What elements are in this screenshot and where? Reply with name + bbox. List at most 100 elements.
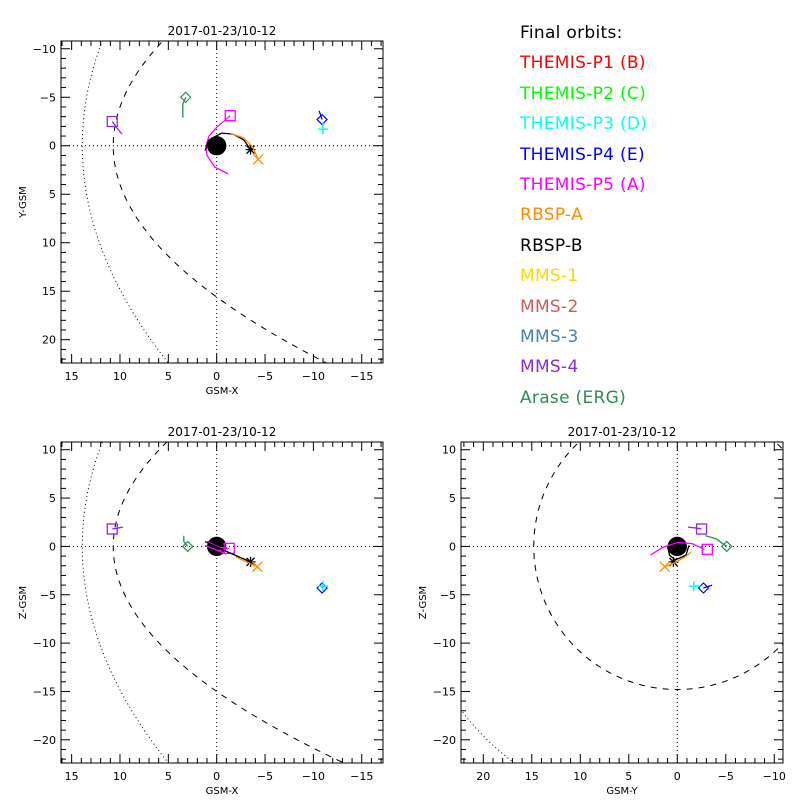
orbit-trail <box>111 121 123 135</box>
plot-area <box>461 442 783 763</box>
legend-item: RBSP-A <box>520 205 584 226</box>
x-axis-label: GSM-X <box>206 386 239 397</box>
legend: Final orbits: THEMIS-P1 (B) THEMIS-P2 (C)… <box>520 18 647 413</box>
x-tick-label: 5 <box>165 770 172 783</box>
orbit-trail <box>664 551 692 568</box>
x-tick-label: 15 <box>65 770 79 783</box>
x-tick-label: 0 <box>674 770 681 783</box>
y-tick-label: 20 <box>42 334 56 347</box>
x-tick-label: −15 <box>350 770 373 783</box>
x-marker <box>251 561 263 573</box>
orbit-trail <box>230 132 259 160</box>
orbit-trail <box>649 541 705 556</box>
magnetopause-curve <box>112 442 346 763</box>
x-tick-label: −5 <box>257 370 273 383</box>
x-tick-label: 0 <box>213 770 220 783</box>
spacecraft-arase-erg- <box>179 91 192 118</box>
plot-area <box>61 41 383 363</box>
x-tick-label: −5 <box>257 770 273 783</box>
square-marker <box>695 523 708 535</box>
diamond-marker <box>316 113 328 126</box>
y-tick-label: 0 <box>49 140 56 153</box>
spacecraft-mms <box>106 523 124 535</box>
spacecraft-rbsp-a <box>230 132 264 165</box>
diamond-marker <box>720 540 733 553</box>
y-tick-label: 0 <box>49 540 56 553</box>
plot-xz: 15 10 5 0 −5 −10 −15 10 5 0 −5 −10 −15 −20 2017-01-23/… <box>18 425 384 797</box>
legend-item: THEMIS-P2 (C) <box>520 83 647 104</box>
plot-title: 2017-01-23/10-12 <box>568 425 677 439</box>
x-tick-label: −10 <box>302 770 325 783</box>
x-tick-label: 15 <box>65 370 79 383</box>
spacecraft-arase-erg- <box>181 535 194 553</box>
spacecraft-rbsp-a <box>235 556 263 573</box>
x-tick-label: −5 <box>718 770 734 783</box>
y-tick-label: 5 <box>449 492 456 505</box>
orbit-trail <box>318 110 323 120</box>
earth-disk <box>207 136 227 156</box>
y-axis-label: Y-GSM <box>18 186 29 219</box>
y-tick-label: −15 <box>433 685 456 698</box>
y-tick-label: −15 <box>33 685 56 698</box>
legend-item: MMS-2 <box>520 296 579 317</box>
spacecraft-themis-p5-a- <box>649 541 713 556</box>
asterisk-marker <box>668 556 679 567</box>
legend-title: Final orbits: <box>520 23 623 43</box>
x-tick-label: 10 <box>113 370 127 383</box>
x-marker <box>252 153 264 165</box>
y-tick-label: 5 <box>49 492 56 505</box>
y-axis-label: Z-GSM <box>418 586 429 619</box>
asterisk-marker <box>245 144 256 155</box>
square-marker <box>223 542 235 555</box>
y-tick-label: −5 <box>40 91 56 104</box>
spacecraft-themis-p3-d- <box>688 581 701 592</box>
diamond-marker <box>181 540 194 553</box>
plot-title: 2017-01-23/10-12 <box>168 425 277 439</box>
orbit-trail <box>235 556 258 568</box>
orbit-trail <box>112 526 124 530</box>
y-tick-label: −10 <box>33 637 56 650</box>
orbit-trail <box>182 96 187 118</box>
square-marker <box>106 523 118 535</box>
plot-xy: 15 10 5 0 −5 −10 −15 −10 −5 0 5 10 15 20 2017-01-23/10… <box>18 24 384 397</box>
x-tick-label: 5 <box>625 770 632 783</box>
spacecraft-themis-p3-d- <box>318 581 329 592</box>
spacecraft-rbsp-b <box>204 540 256 567</box>
y-tick-label: −10 <box>433 637 456 650</box>
legend-item: RBSP-B <box>520 235 583 256</box>
x-tick-label: 15 <box>525 770 539 783</box>
plus-marker <box>318 124 329 135</box>
legend-item: MMS-4 <box>520 357 579 378</box>
diamond-marker <box>179 91 192 104</box>
legend-item: THEMIS-P1 (B) <box>520 53 646 74</box>
plot-yz: 20 15 10 5 0 −5 −10 10 5 0 −5 −10 −15 −20 2017-01-23/1… <box>418 425 786 797</box>
legend-item: MMS-1 <box>520 266 579 287</box>
x-tick-label: 10 <box>113 770 127 783</box>
legend-item: MMS-3 <box>520 327 579 348</box>
plus-marker <box>688 581 699 592</box>
orbit-trail <box>705 535 728 547</box>
y-tick-label: −20 <box>33 734 56 747</box>
spacecraft-rbsp-b <box>666 545 690 567</box>
spacecraft-arase-erg- <box>705 535 733 553</box>
plot-frame <box>60 441 384 764</box>
x-tick-label: 10 <box>573 770 587 783</box>
y-tick-label: 15 <box>42 285 56 298</box>
legend-item: Arase (ERG) <box>520 387 627 408</box>
x-tick-label: 5 <box>165 370 172 383</box>
orbit-trail <box>204 540 251 563</box>
plot-title: 2017-01-23/10-12 <box>168 24 277 38</box>
square-marker <box>701 543 713 555</box>
spacecraft-rbsp-a <box>659 551 692 573</box>
x-tick-label: −10 <box>302 370 325 383</box>
y-tick-label: 10 <box>442 444 456 457</box>
spacecraft-mms <box>687 523 708 535</box>
spacecraft-rbsp-b <box>204 132 256 155</box>
spacecraft-themis-p5-a- <box>205 110 236 175</box>
square-marker <box>106 115 118 128</box>
y-tick-label: −5 <box>440 589 456 602</box>
spacecraft-themis-p5-a- <box>204 540 235 555</box>
y-tick-label: −20 <box>433 734 456 747</box>
spacecraft-themis-p4-e- <box>316 582 328 594</box>
plot-area <box>61 442 383 763</box>
